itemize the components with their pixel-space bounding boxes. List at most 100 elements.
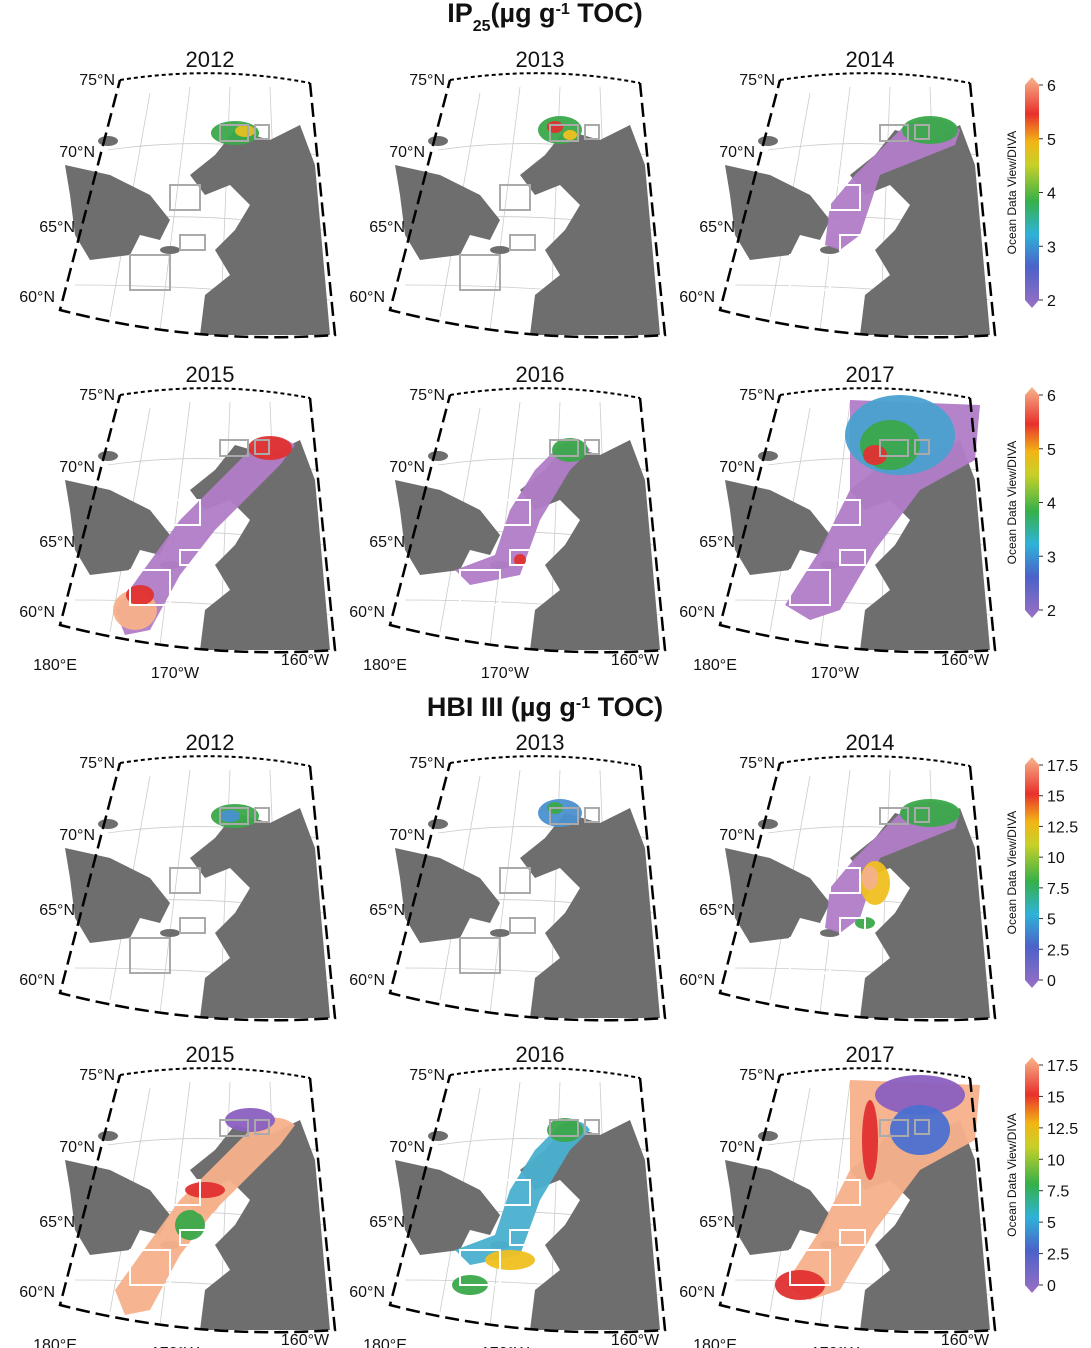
station-box (499, 184, 531, 211)
lat-label: 75°N (409, 387, 445, 404)
station-box (549, 439, 579, 457)
lat-label: 70°N (389, 827, 425, 844)
station-box (179, 1229, 206, 1246)
station-box (829, 1179, 861, 1206)
land (725, 848, 830, 943)
lat-label: 65°N (699, 219, 735, 236)
land (725, 1160, 830, 1255)
land (850, 808, 990, 1018)
panel-year: 2016 (516, 362, 565, 387)
station-box (509, 549, 536, 566)
station-box (914, 1119, 930, 1135)
colorbar-label: Ocean Data View/DIVA (1005, 1113, 1019, 1237)
concentration-field (455, 441, 590, 585)
map-border (718, 79, 997, 339)
section-title: IP25(µg g-1 TOC) (447, 0, 643, 35)
lat-label: 75°N (409, 755, 445, 772)
station-box (584, 439, 600, 455)
colorbar-label: Ocean Data View/DIVA (1005, 441, 1019, 565)
station-box (179, 234, 206, 251)
concentration-field (115, 437, 295, 635)
map-border (58, 1074, 337, 1334)
colorbar-label: Ocean Data View/DIVA (1005, 811, 1019, 935)
concentration-field (220, 810, 240, 822)
station-box (914, 124, 930, 140)
lon-label: 170°W (151, 665, 200, 682)
island (758, 819, 778, 829)
colorbar-tick-label: 2.5 (1047, 942, 1069, 959)
lon-label: 170°W (481, 1345, 530, 1348)
station-box (914, 439, 930, 455)
colorbar-tick-label: 17.5 (1047, 758, 1078, 775)
title-part: -1 (576, 695, 590, 712)
lat-label: 60°N (19, 604, 55, 621)
lat-label: 60°N (349, 1284, 385, 1301)
colorbar-tick-label: 0 (1047, 1278, 1056, 1295)
land (65, 165, 170, 260)
lon-label: 180°E (33, 1337, 77, 1348)
concentration-field (875, 1075, 965, 1115)
lon-label: 180°E (363, 1337, 407, 1348)
lat-label: 60°N (349, 289, 385, 306)
lat-label: 70°N (59, 827, 95, 844)
map-border (449, 72, 641, 84)
station-box (219, 807, 249, 825)
colorbar (1025, 1057, 1039, 1293)
concentration-field (455, 1121, 590, 1265)
colorbar-tick-label: 5 (1047, 132, 1056, 149)
land (725, 480, 830, 575)
lat-label: 60°N (19, 289, 55, 306)
lat-label: 60°N (349, 972, 385, 989)
colorbar-tick-label: 15 (1047, 789, 1065, 806)
lat-label: 60°N (349, 604, 385, 621)
lon-label: 160°W (611, 652, 660, 669)
map-border (58, 762, 337, 1022)
map-panel: 2015 75°N 70°N 65°N 60°N 180°E 170°W 160°W (19, 1042, 337, 1348)
panel-year: 2012 (186, 47, 235, 72)
title-part: TOC) (590, 692, 663, 722)
station-box (499, 499, 531, 526)
title-part: (µg g (491, 0, 556, 28)
land (65, 480, 170, 575)
lat-label: 65°N (39, 534, 75, 551)
map-border (58, 79, 337, 339)
concentration-field (115, 1117, 295, 1315)
station-box (549, 807, 579, 825)
station-box (839, 549, 866, 566)
colorbar-tick-label: 12.5 (1047, 819, 1078, 836)
lat-label: 60°N (19, 1284, 55, 1301)
map-border (388, 394, 667, 654)
panel-year: 2014 (846, 730, 895, 755)
station-box (829, 184, 861, 211)
title-part: HBI III (µg g (427, 692, 576, 722)
station-box (839, 234, 866, 251)
island (428, 1131, 448, 1141)
colorbar-tick-label: 10 (1047, 1152, 1065, 1169)
map-panel: 2014 75°N 70°N 65°N 60°N (679, 730, 997, 1022)
concentration-field (175, 1210, 205, 1240)
map-border (388, 79, 667, 339)
station-box (879, 124, 909, 142)
land (395, 848, 500, 943)
colorbar-tick-label: 15 (1047, 1089, 1065, 1106)
station-box (839, 1229, 866, 1246)
map-border (779, 387, 971, 399)
lat-label: 60°N (679, 1284, 715, 1301)
panel-year: 2017 (846, 1042, 895, 1067)
map-border (449, 755, 641, 767)
concentration-field (126, 585, 154, 605)
concentration-field (862, 866, 878, 890)
lat-label: 75°N (739, 1067, 775, 1084)
station-box (254, 1119, 270, 1135)
map-border (779, 72, 971, 84)
panel-year: 2013 (516, 47, 565, 72)
station-box (789, 569, 831, 606)
lat-label: 65°N (39, 902, 75, 919)
land (520, 808, 660, 1018)
station-box (549, 124, 579, 142)
station-box (179, 917, 206, 934)
title-part: TOC) (570, 0, 643, 28)
map-border (449, 387, 641, 399)
colorbar-tick-label: 7.5 (1047, 1184, 1069, 1201)
concentration-field (485, 1250, 535, 1270)
